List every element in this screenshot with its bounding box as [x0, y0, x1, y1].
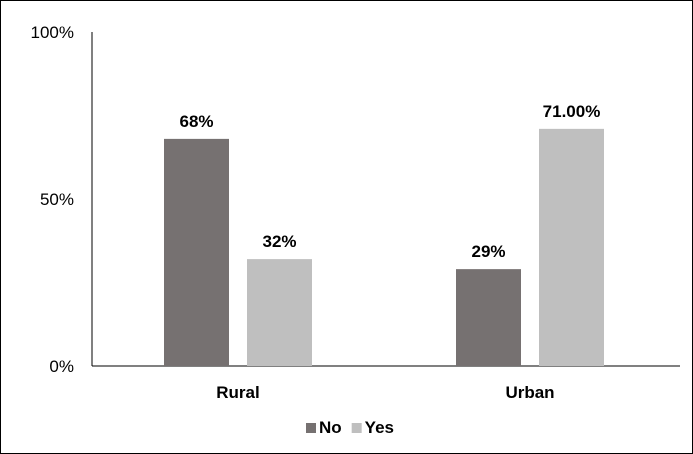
y-axis: 0% 50% 100% — [31, 23, 93, 376]
data-labels: 68% 32% 29% 71.00% — [179, 102, 600, 261]
data-label: 68% — [179, 112, 213, 131]
legend-label: Yes — [365, 418, 394, 437]
data-label: 29% — [471, 242, 505, 261]
bar-no-rural — [164, 138, 229, 366]
bar-yes-rural — [247, 259, 312, 366]
x-category-label: Urban — [505, 383, 554, 402]
bar-no-urban — [456, 269, 521, 366]
legend-swatch-no — [306, 423, 316, 433]
y-tick-label: 0% — [49, 357, 74, 376]
y-tick-label: 50% — [40, 190, 74, 209]
bars — [164, 128, 604, 366]
data-label: 71.00% — [543, 102, 601, 121]
data-label: 32% — [262, 232, 296, 251]
legend-label: No — [319, 418, 342, 437]
bar-yes-urban — [539, 128, 604, 366]
x-axis: Rural Urban — [92, 365, 680, 402]
legend: No Yes — [306, 418, 394, 437]
x-category-label: Rural — [216, 383, 259, 402]
legend-swatch-yes — [351, 423, 362, 433]
y-tick-label: 100% — [31, 23, 74, 42]
